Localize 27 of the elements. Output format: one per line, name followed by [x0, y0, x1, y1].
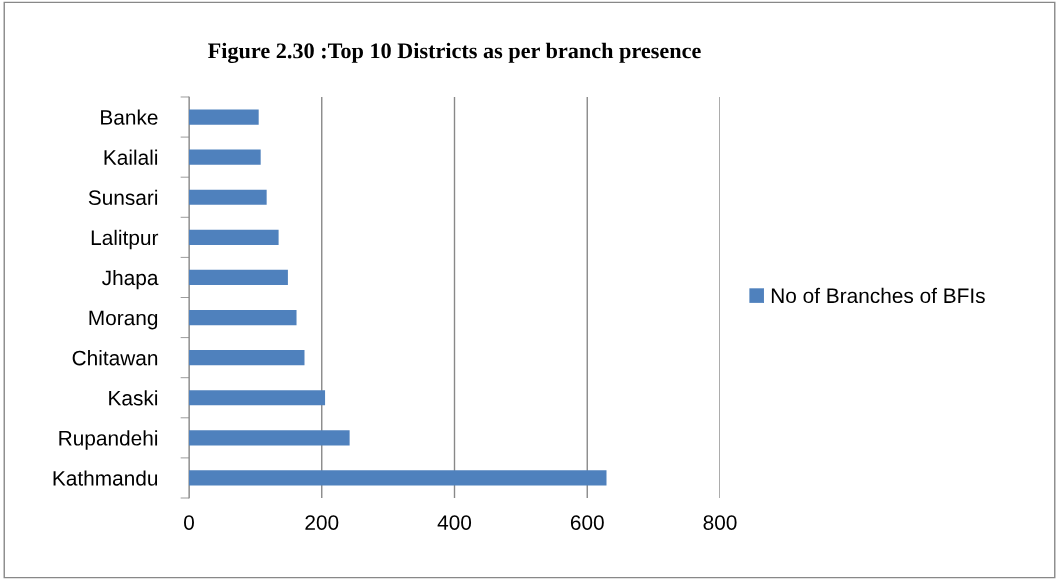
- bar: [189, 109, 259, 125]
- x-tick-label: 800: [703, 515, 737, 530]
- bar: [189, 189, 267, 205]
- y-tick-label: Lalitpur: [91, 229, 159, 250]
- x-tick-label: 0: [184, 515, 194, 530]
- legend-label: No of Branches of BFIs: [771, 287, 985, 304]
- y-tick-label: Kathmandu: [53, 470, 158, 486]
- bar: [189, 309, 297, 326]
- y-tick-label: Rupandehi: [59, 430, 158, 450]
- y-tick-label: Chitawan: [72, 350, 158, 366]
- y-tick-label: Jhapa: [102, 269, 159, 290]
- bar: [189, 149, 261, 165]
- y-tick-label: Sunsari: [88, 189, 158, 205]
- x-tick-label: 200: [305, 515, 339, 530]
- x-tick-label: 400: [437, 515, 472, 530]
- bar: [189, 390, 326, 406]
- x-tick-label: 600: [570, 515, 604, 530]
- bar: [189, 470, 607, 486]
- bar: [189, 430, 350, 446]
- y-tick-label: Morang: [89, 310, 158, 330]
- bar: [189, 350, 305, 366]
- y-tick-label: Kaski: [109, 390, 158, 406]
- y-tick-label: Banke: [101, 109, 158, 125]
- chart-title: Figure 2.30 :Top 10 Districts as per branch presence: [208, 42, 701, 64]
- bar: [189, 229, 279, 245]
- bar: [189, 269, 288, 286]
- y-tick-label: Kailali: [104, 149, 158, 165]
